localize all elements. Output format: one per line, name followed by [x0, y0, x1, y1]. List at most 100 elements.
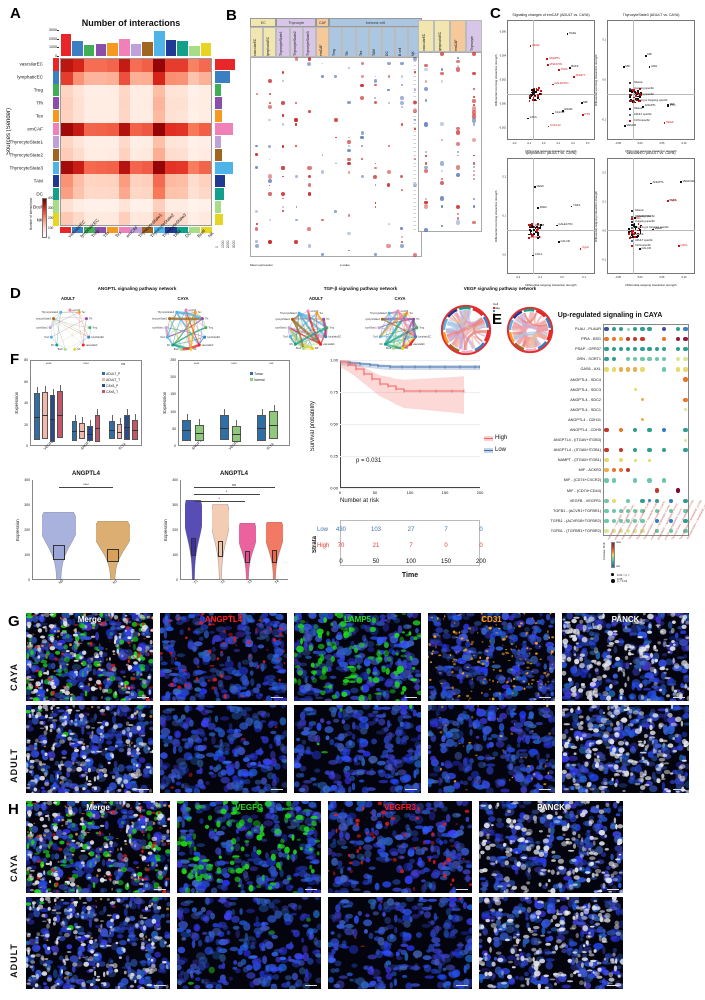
dotplot-dot	[400, 188, 403, 191]
dotplot-dot	[347, 139, 351, 144]
heatmap-cell	[118, 186, 131, 200]
bubble-dot	[604, 427, 609, 433]
microscopy-channel-label: CD31	[481, 615, 502, 624]
scale-bar	[607, 984, 619, 986]
heatmap-cell	[153, 212, 165, 225]
bubble-dot	[604, 326, 609, 332]
scatter-point-label: ESAM	[564, 107, 573, 112]
dotplot-dot	[347, 170, 351, 174]
heatmap-cell	[187, 59, 200, 72]
right-bar	[215, 187, 225, 200]
svg-text:ThyrocyteState3: ThyrocyteState3	[157, 311, 174, 314]
boxplot-ytick: 150	[170, 392, 176, 397]
scatter-point	[633, 224, 636, 227]
right-dotplot-dot	[441, 139, 443, 141]
boxplot-ytick: 80	[24, 358, 28, 362]
dotplot-dot	[254, 244, 259, 249]
km-ylabel: Survival probability	[310, 401, 316, 452]
bubble-dot	[633, 337, 638, 342]
heatmap-cell	[84, 199, 96, 213]
colorbar-min-label: min	[616, 565, 621, 568]
dotplot-dot	[255, 144, 258, 148]
top-bar	[165, 39, 177, 56]
bubble-dot	[683, 518, 688, 523]
scatter-point-labeled	[568, 66, 571, 69]
scatter-plot-area	[507, 158, 595, 274]
dotplot-dot	[295, 145, 297, 147]
heatmap-cell	[118, 148, 131, 162]
scatter-point	[633, 91, 636, 94]
scatter-point	[532, 97, 535, 99]
heatmap-cell	[164, 84, 177, 98]
heatmap-cell	[61, 212, 73, 225]
top-bar	[119, 38, 130, 56]
microscopy-image: VEGFC	[177, 801, 321, 893]
dotplot-dot	[268, 101, 271, 104]
right-row-label: —	[413, 205, 416, 209]
heatmap-cell	[164, 173, 177, 187]
significance-marker: ns	[121, 362, 126, 366]
panel-g-immunofluorescence: CAYA Merge ANGPTL4 LAMP5 CD31 PANCK ADULT	[0, 608, 705, 798]
scatter-ylabel: Differential incoming interaction streng…	[494, 190, 498, 242]
dotplot-dot	[360, 83, 364, 87]
heatmap-cell	[164, 97, 177, 111]
colorbar-tick: 300	[48, 206, 54, 210]
heatmap-cell	[176, 59, 188, 72]
scatter-point-label: VEGF	[532, 42, 540, 47]
bubble-dot	[661, 367, 666, 372]
dotplot-dot	[361, 145, 364, 147]
right-row-label: —	[413, 103, 416, 107]
chord-legend-swatch	[493, 322, 496, 325]
bubble-dot	[604, 528, 609, 534]
dotplot-dot	[267, 178, 272, 183]
bubble-dot	[625, 518, 631, 523]
bubble-dot	[618, 508, 623, 513]
dotplot-dot	[255, 153, 258, 157]
network-subtitle: CAYA	[394, 296, 406, 301]
column-header-label: TAM	[371, 49, 376, 56]
number-at-risk-table: Low 430 103 27 7 0 High 70 21 7 0 0 0 50 100 150 200	[317, 520, 486, 566]
heatmap-cell	[141, 186, 154, 200]
scatter-point	[528, 228, 531, 231]
dotplot-dot	[400, 174, 404, 179]
bubble-dot	[604, 518, 609, 523]
scatter-point-label: ANGPTL	[530, 235, 542, 240]
heatmap-cell	[118, 173, 131, 187]
scatter-title: lymphaticEC (ADULT vs. CAYA)	[525, 151, 577, 155]
dotplot-dot	[268, 144, 272, 148]
bubble-dot	[654, 508, 659, 513]
row-label: lymphaticEC	[17, 74, 43, 80]
scatter-ytick: 0.006	[499, 30, 506, 34]
right-row-label: —	[413, 126, 416, 130]
legend-shape	[631, 221, 633, 223]
right-dotplot-dot	[455, 173, 461, 178]
bubble-row-label: ANGPTL4 - CDH5	[569, 428, 601, 432]
scale-bar	[673, 696, 685, 698]
dotplot-dot	[373, 174, 378, 179]
column-group-header: EC	[250, 18, 277, 27]
scatter-point	[639, 96, 642, 98]
bubble-dot	[647, 347, 652, 352]
bubble-dot	[683, 377, 688, 382]
right-dotplot-dot	[440, 170, 444, 173]
tissue-render	[160, 705, 287, 793]
heatmap-cell	[199, 84, 211, 98]
boxplot-legend-swatch	[101, 372, 105, 375]
row-color-swatch	[53, 84, 59, 97]
right-dotplot-dot	[471, 118, 477, 123]
heatmap-cell	[176, 148, 188, 162]
dotplot-dot	[255, 166, 259, 170]
row-color-swatch	[53, 58, 59, 71]
scatter-point	[638, 93, 641, 96]
scatter-point	[633, 96, 636, 99]
dotplot-dot	[308, 110, 311, 113]
scatter-point-labeled	[667, 104, 670, 107]
right-row-label: —	[413, 224, 416, 228]
scatter-point-label: VISFATIN	[549, 61, 562, 66]
km-xtick: 200	[476, 490, 484, 495]
right-dotplot-dot	[440, 52, 444, 56]
colorbar-tick: 0	[48, 236, 50, 240]
heatmap-cell	[84, 161, 96, 174]
right-dotplot-dot	[440, 122, 444, 127]
dotplot-dot	[374, 253, 377, 257]
